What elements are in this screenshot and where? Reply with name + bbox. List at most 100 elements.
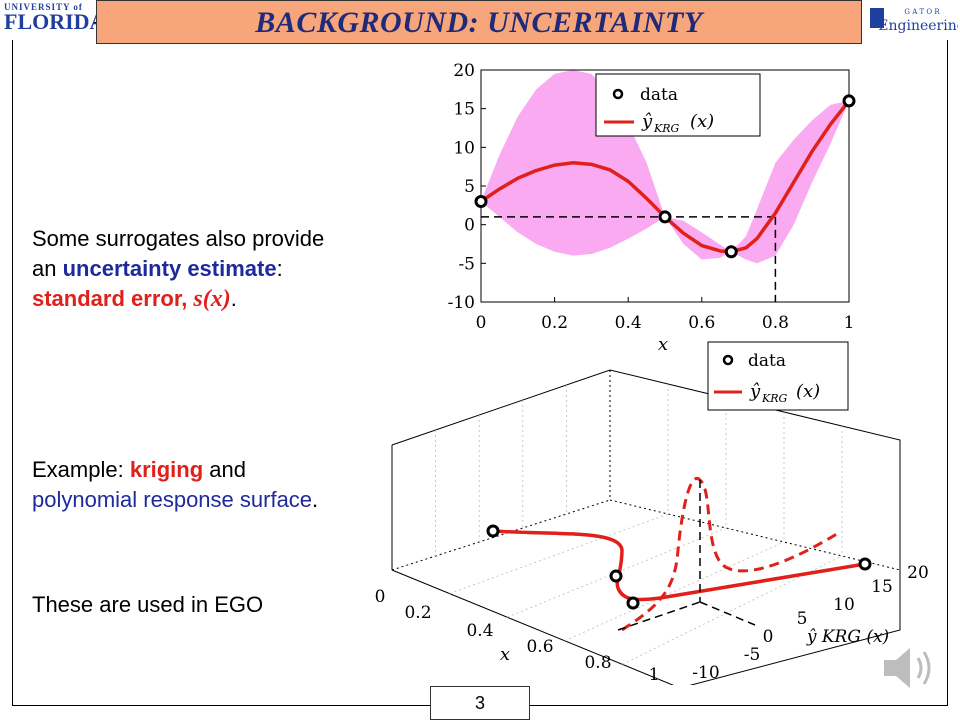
p2-poly: polynomial response surface [32,487,313,512]
chart2-xtick: 0 [375,587,386,607]
slide-title: BACKGROUND: UNCERTAINTY [255,6,703,39]
chart2-ytick: 10 [833,595,855,615]
chart2-gridline [622,555,843,665]
p1-period: . [230,286,237,311]
chart1-legend-box [595,73,761,137]
chart1-points-group [474,94,856,259]
paragraph-ego: These are used in EGO [32,590,352,620]
chart1-ytick: 0 [464,216,475,236]
chart2-legend-krg: KRG [761,392,788,405]
uncertainty-band-area [481,70,849,264]
chart1-legend-data: data [640,85,678,105]
logo-emblem [870,8,884,28]
chart1-xtick: 0.8 [762,313,789,333]
chart2-ytick: -5 [744,645,761,665]
p2-kriging: kriging [129,457,204,482]
chart2-xtick: 1 [649,665,660,685]
chart2-point [626,596,640,610]
chart1-xlabel: x [658,334,668,355]
chart2-gridline [507,527,727,618]
chart2-floor-line [699,601,756,626]
chart2-ytick: -10 [692,663,719,683]
chart2-legend-x: (x) [796,381,820,402]
chart2-floor-line-2 [617,601,701,631]
chart2-curves [486,476,872,632]
chart1-point [474,194,488,208]
chart2-ytick: 20 [907,563,929,583]
chart2-legend-data: data [748,351,786,371]
chart1-legend-yhat: ŷ [641,111,653,132]
uf-logo-top: UNIVERSITY of [4,2,83,12]
p2-period: . [312,487,319,512]
chart2-grid [435,384,843,665]
chart1-annotation-lines [481,216,777,302]
chart2-front-left-edge [391,569,674,685]
chart1-ytick: -10 [448,293,475,313]
frame-top-left [94,22,97,23]
uncertainty-band [481,70,849,264]
chart2-floor-left [391,499,611,571]
chart1-point [842,94,856,108]
speaker-wave-2 [922,651,931,685]
chart2-point [858,557,872,571]
p1-error: error, [131,286,194,311]
chart2-legend-marker [722,354,734,366]
chart1-ytick: 5 [464,177,475,197]
chart2-box [391,369,901,685]
speaker-icon[interactable] [876,636,940,700]
chart2-ytick: 0 [763,627,774,647]
chart1-curve [480,99,851,254]
chart2-x-ticks: 0 0.2 0.4 0.6 0.8 1 x [375,587,660,685]
chart2-ytick: 5 [797,609,808,629]
chart1-ytick: 15 [453,100,475,120]
kriging-3d-chart: 0 0.2 0.4 0.6 0.8 1 x -10 -5 0 5 10 15 2… [375,341,929,685]
paragraph-example: Example: kriging and polynomial response… [32,455,332,515]
logo-eng-top: G A T O R [904,8,940,16]
chart1-point [724,245,738,259]
chart2-back-edges [391,369,901,685]
chart1-xtick: 0.6 [688,313,715,333]
chart1-ytick: 20 [453,61,475,81]
chart2-point [609,569,623,583]
gator-engineering-logo: G A T O R Engineering [870,8,958,34]
paragraph-uncertainty: Some surrogates also provide an uncertai… [32,224,342,314]
frame-right [947,40,948,706]
p3-text: These are used in EGO [32,592,264,617]
p1-estimate: estimate [187,256,277,281]
uf-logo: UNIVERSITY of FLORIDA [4,2,106,36]
chart2-legend: data ŷ KRG (x) [707,341,849,411]
chart1-xtick: 0.4 [615,313,642,333]
speaker-body [884,648,910,688]
kriging-chart: 0 0.2 0.4 0.6 0.8 1 20 15 10 5 0 -5 -10 data ŷ KRG (… [448,61,856,355]
chart1-curve-group [480,99,851,254]
chart1-xtick: 0.2 [541,313,568,333]
p1-colon: : [276,256,283,281]
chart1-legend: data ŷ KRG (x) [595,73,761,137]
chart2-dashed-curve [621,476,841,632]
uf-logo-bottom: FLORIDA [4,9,106,34]
chart1-ytick: -5 [458,254,475,274]
p1-text: Some surrogates also provide an [32,226,325,281]
p1-standard: standard [32,286,125,311]
chart2-legend-yhat: ŷ [749,381,761,402]
title-banner: BACKGROUND: UNCERTAINTY [96,0,862,44]
chart1-xtick: 0 [476,313,487,333]
chart2-point [486,524,500,538]
chart1-legend-marker [612,88,624,100]
chart2-xtick: 0.2 [404,603,431,623]
p2-text: Example: [32,457,130,482]
chart2-floor-back [609,499,901,571]
page-number-box: 3 [430,686,530,720]
chart2-xtick: 0.4 [466,621,493,641]
speaker-wave-1 [916,657,923,679]
chart1-point [658,210,672,224]
chart2-ytick: 15 [871,577,893,597]
chart2-xtick: 0.8 [584,653,611,673]
p2-and: and [203,457,246,482]
logo-eng-bottom: Engineering [878,18,958,34]
p1-uncertainty: uncertainty [62,256,182,281]
chart2-xtick: 0.6 [526,637,553,657]
chart1-legend-x: (x) [690,111,714,132]
chart1-legend-krg: KRG [653,122,680,135]
chart2-gridline [564,541,785,642]
